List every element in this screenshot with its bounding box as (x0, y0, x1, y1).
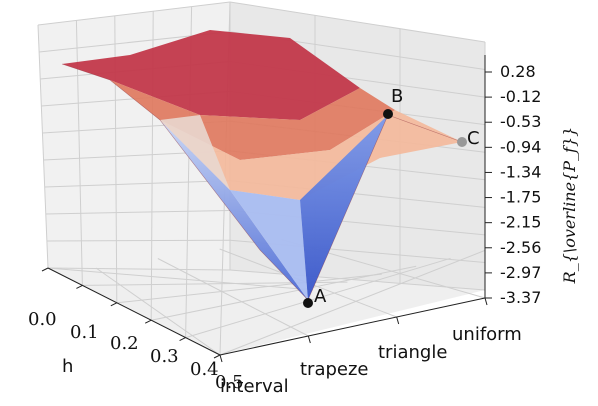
z-tick-label: -2.97 (500, 263, 541, 282)
floor-pane (48, 268, 485, 355)
grid-line (37, 1, 231, 26)
z-axis-title: R_{\overline{P_f}} (560, 127, 579, 285)
grid-line (95, 267, 221, 356)
x-tick-label: 0.2 (110, 333, 139, 354)
point-c (457, 137, 467, 147)
z-tick-label: -2.56 (500, 238, 541, 257)
grid-line (47, 267, 231, 271)
z-tick-label: -3.37 (500, 288, 541, 307)
y-tick-label: interval (220, 376, 289, 397)
z-axis: 0.28 -0.12 -0.53 -0.94 -1.34 -1.75 -2.15 -2.56 -… (484, 55, 541, 307)
grid-line (219, 249, 486, 356)
grid-line (46, 239, 231, 242)
z-tick-label: -2.15 (500, 213, 541, 232)
point-label-c: C (467, 128, 480, 149)
point-b (383, 109, 393, 119)
grid-line (116, 273, 382, 304)
z-tick-label: -1.75 (500, 188, 541, 207)
grid-line (229, 1, 486, 43)
x-axis-title: h (62, 356, 73, 377)
grid-line (44, 180, 231, 188)
x-tick-label: 0.0 (28, 309, 57, 330)
point-label-a: A (314, 286, 327, 307)
grid-line (185, 257, 451, 339)
x-tick-label: 0.1 (70, 322, 99, 343)
x-tick-label: 0.3 (150, 346, 179, 367)
x-axis: 0.0 0.1 0.2 0.3 0.40.5 (28, 267, 244, 393)
surface (61, 30, 463, 301)
point-a (303, 298, 313, 308)
y-tick-label: uniform (452, 324, 522, 345)
y-tick-label: triangle (378, 342, 447, 363)
point-label-b: B (391, 86, 403, 107)
grid-line (45, 209, 231, 215)
y-tick-label: trapeze (300, 359, 369, 380)
z-tick-label: 0.28 (500, 62, 536, 81)
z-tick-label: -1.34 (500, 162, 541, 181)
grid-line (151, 265, 417, 321)
x-tick-label: 0.5 (215, 372, 244, 393)
grid-line (157, 258, 309, 337)
x-tick-label: 0.4 (190, 359, 219, 380)
points-layer: A B C (303, 86, 480, 308)
z-tick-label: -0.12 (500, 87, 541, 106)
grid-line (229, 269, 486, 291)
z-tick-label: -0.53 (500, 112, 541, 131)
grid-line (37, 24, 49, 269)
z-tick-label: -0.94 (500, 137, 541, 156)
